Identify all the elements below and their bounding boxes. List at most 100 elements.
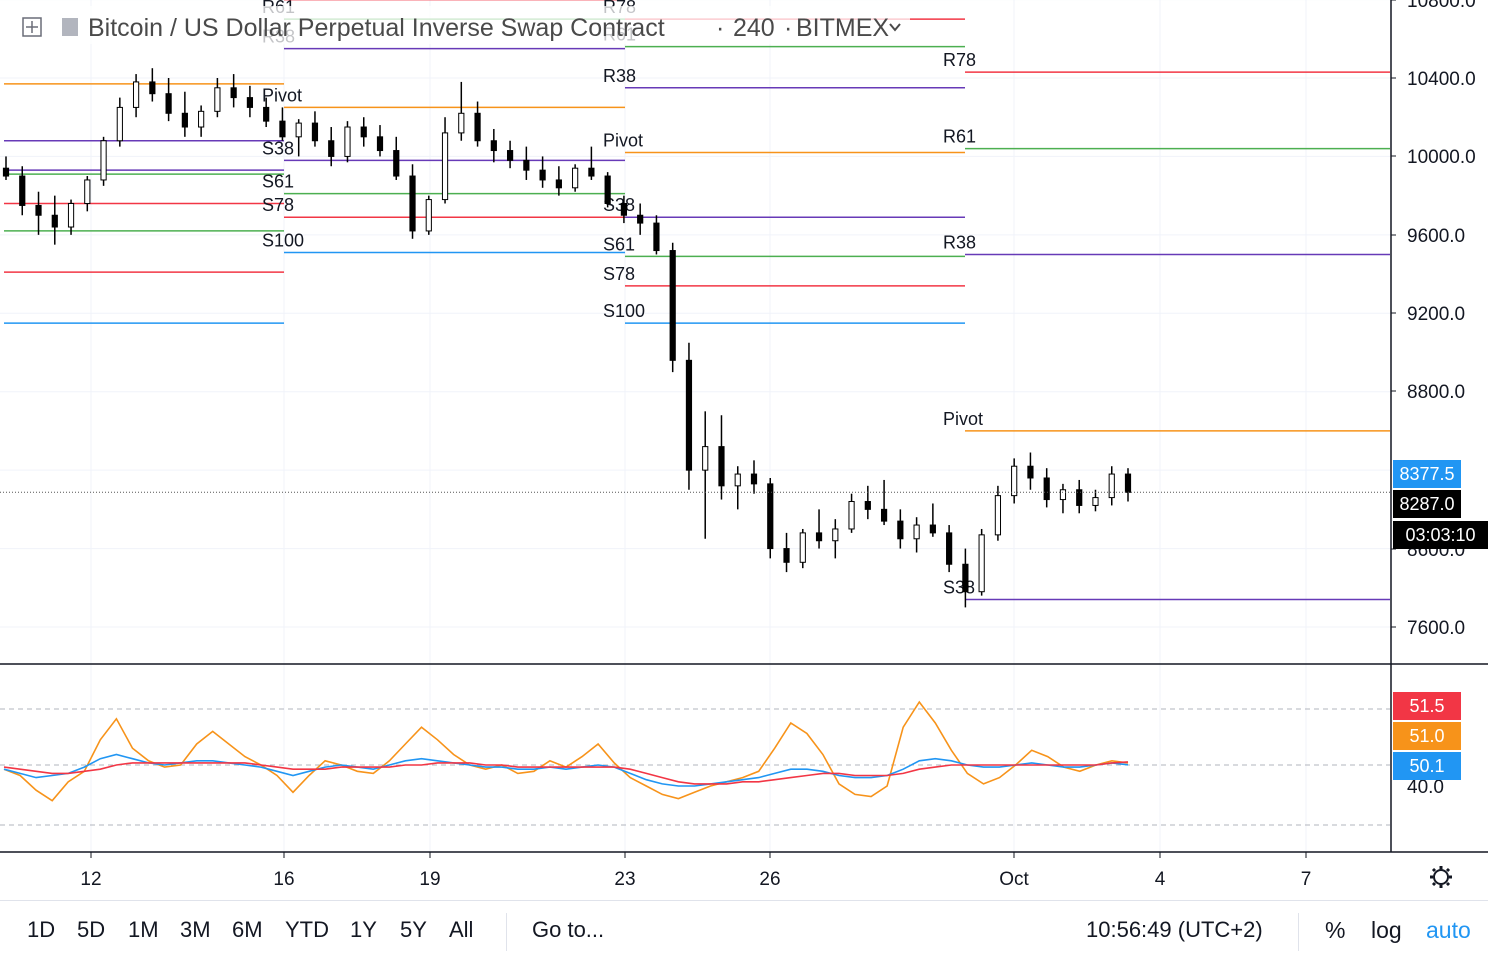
candle-body — [279, 120, 286, 138]
candle-body — [116, 106, 123, 142]
candle-body — [506, 150, 514, 161]
candle-body — [1076, 489, 1083, 506]
axes: 10800.0 10400.0 10000.0 9600.0 9200.0 8800.0 8… — [0, 0, 1488, 890]
pivot-label-s78: S78 — [262, 195, 294, 215]
candle-body — [214, 87, 221, 112]
pivot-label-s78: S78 — [603, 264, 635, 284]
candle-body — [848, 501, 855, 530]
price-tick-label: 10800.0 — [1407, 0, 1476, 12]
candle-body — [2, 167, 10, 177]
auto-toggle[interactable]: auto — [1426, 917, 1471, 943]
range-all-button[interactable]: All — [449, 917, 474, 942]
toolbar-separator — [1298, 913, 1299, 951]
marker-price-badge: 8377.5 — [1393, 460, 1461, 488]
range-5d-button[interactable]: 5D — [77, 917, 106, 942]
pivot-label-r38: R38 — [943, 232, 976, 252]
candle-body — [263, 106, 270, 122]
pivot-label-s100: S100 — [262, 231, 304, 251]
range-5y-button[interactable]: 5Y — [400, 917, 427, 942]
oscillator-pane[interactable] — [0, 700, 1390, 826]
range-1m-button[interactable]: 1M — [128, 917, 159, 942]
candle-body — [474, 112, 481, 142]
candle-body — [1011, 465, 1018, 497]
candle-body — [880, 508, 888, 522]
current-price-badge: 8287.0 — [1393, 490, 1461, 518]
candle-body — [458, 112, 465, 134]
percent-toggle[interactable]: % — [1325, 917, 1346, 943]
candle-body — [620, 202, 628, 216]
expand-icon[interactable] — [22, 17, 42, 37]
time-tick-label: 19 — [419, 869, 440, 890]
range-ytd-button[interactable]: YTD — [285, 917, 329, 942]
candle-body — [555, 179, 562, 189]
candle-body — [653, 222, 660, 252]
chart-canvas[interactable]: PivotR38R61R78S38S61S78S100PivotR38R61R7… — [0, 0, 1488, 900]
candle-body — [51, 214, 58, 228]
candle-body — [1124, 473, 1132, 493]
candle-body — [1108, 473, 1115, 499]
candle-body — [19, 175, 26, 206]
candle-body — [295, 122, 302, 138]
range-1y-button[interactable]: 1Y — [350, 917, 377, 942]
candle-body — [962, 563, 969, 593]
candle-body — [815, 532, 823, 542]
osc-badge-orange: 51.0 — [1393, 722, 1461, 750]
flag-icon — [62, 18, 78, 36]
pivot-label-pivot: Pivot — [262, 85, 302, 105]
candle-body — [588, 167, 595, 177]
candle-body — [132, 81, 140, 108]
candle-body — [637, 214, 644, 224]
price-tick-label: 9600.0 — [1407, 226, 1465, 247]
candle-body — [864, 501, 871, 510]
candle-body — [539, 169, 546, 181]
candle-body — [165, 93, 172, 114]
gear-icon[interactable] — [1430, 866, 1452, 888]
title-separator-2: · — [784, 14, 792, 42]
goto-button[interactable]: Go to... — [532, 917, 605, 942]
symbol-title[interactable]: Bitcoin / US Dollar Perpetual Inverse Sw… — [88, 14, 665, 42]
candle-body — [376, 136, 384, 152]
range-3m-button[interactable]: 3M — [180, 917, 211, 942]
clock-label[interactable]: 10:56:49 (UTC+2) — [1086, 917, 1263, 942]
osc-badge-red: 51.5 — [1393, 692, 1461, 720]
time-tick-label: 16 — [273, 869, 294, 890]
candle-body — [149, 81, 156, 95]
candle-body — [198, 110, 205, 128]
pivot-label-r38: R38 — [603, 66, 636, 86]
candle-body — [393, 150, 400, 177]
candle-body — [994, 495, 1002, 536]
candle-body — [669, 250, 676, 361]
candle-body — [311, 122, 319, 142]
candle-body — [783, 548, 790, 563]
candle-body — [230, 87, 237, 99]
candle-body — [718, 446, 725, 487]
candle-body — [946, 532, 953, 565]
interval-label[interactable]: 240 — [733, 14, 775, 42]
candle-body — [1043, 477, 1050, 501]
log-toggle[interactable]: log — [1371, 917, 1402, 943]
price-tick-label: 8800.0 — [1407, 382, 1465, 403]
time-tick-label: 26 — [759, 869, 780, 890]
price-tick-label: 10400.0 — [1407, 69, 1476, 90]
time-tick-label: 7 — [1301, 869, 1312, 890]
chart-header: Bitcoin / US Dollar Perpetual Inverse Sw… — [0, 6, 910, 44]
exchange-label[interactable]: BITMEX — [796, 14, 889, 42]
candle-body — [328, 140, 335, 157]
candle-body — [84, 179, 91, 204]
pivot-label-s61: S61 — [262, 172, 294, 192]
pivot-label-s38: S38 — [603, 195, 635, 215]
toolbar-separator — [506, 913, 507, 951]
chevron-down-icon[interactable] — [889, 23, 901, 32]
time-tick-label: 12 — [80, 869, 101, 890]
candle-body — [344, 126, 351, 157]
candle-body — [67, 202, 75, 228]
time-tick-label: 4 — [1155, 869, 1166, 890]
range-6m-button[interactable]: 6M — [232, 917, 263, 942]
range-1d-button[interactable]: 1D — [27, 917, 56, 942]
candle-body — [100, 140, 107, 181]
candle-body — [685, 359, 693, 471]
time-tick-label: Oct — [999, 869, 1029, 890]
candles[interactable] — [0, 68, 1390, 608]
candle-body — [799, 532, 806, 563]
candle-body — [897, 520, 904, 540]
